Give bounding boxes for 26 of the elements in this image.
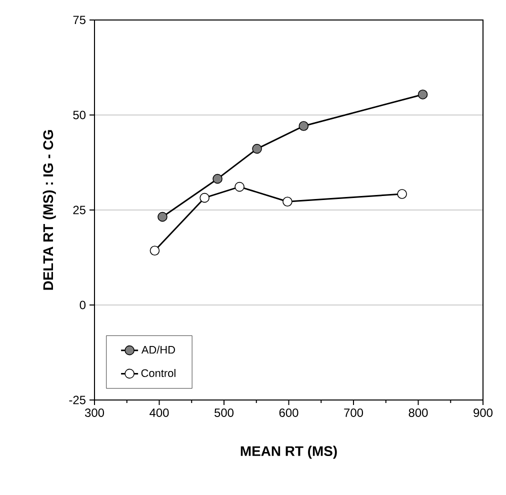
- y-tick-label: 50: [73, 110, 86, 120]
- point: [212, 174, 222, 184]
- point: [200, 192, 210, 203]
- point: [234, 182, 244, 192]
- x-tick-label: 900: [474, 408, 493, 417]
- point: [150, 246, 160, 256]
- point: [298, 121, 309, 131]
- point: [282, 196, 292, 207]
- x-tick-label: 500: [214, 408, 234, 417]
- x-tick-label: 600: [279, 408, 298, 417]
- point: [418, 90, 428, 100]
- x-tick-label: 400: [150, 408, 169, 417]
- y-tick-label: -25: [69, 396, 86, 404]
- x-axis-title: MEAN RT (MS): [240, 446, 337, 459]
- legend-label: AD/HD: [141, 346, 175, 354]
- y-tick-label: 75: [73, 16, 86, 24]
- y-tick-label: 25: [73, 206, 86, 214]
- point: [158, 212, 168, 222]
- point: [252, 144, 262, 154]
- y-axis-title: DELTA RT (MS) : IG - CG: [42, 130, 56, 290]
- point: [397, 189, 407, 199]
- x-tick-label: 800: [408, 408, 428, 417]
- legend-label: Control: [141, 368, 176, 378]
- y-tick-label: 0: [80, 300, 86, 310]
- x-tick-label: 300: [84, 408, 104, 417]
- x-tick-label: 700: [344, 408, 364, 417]
